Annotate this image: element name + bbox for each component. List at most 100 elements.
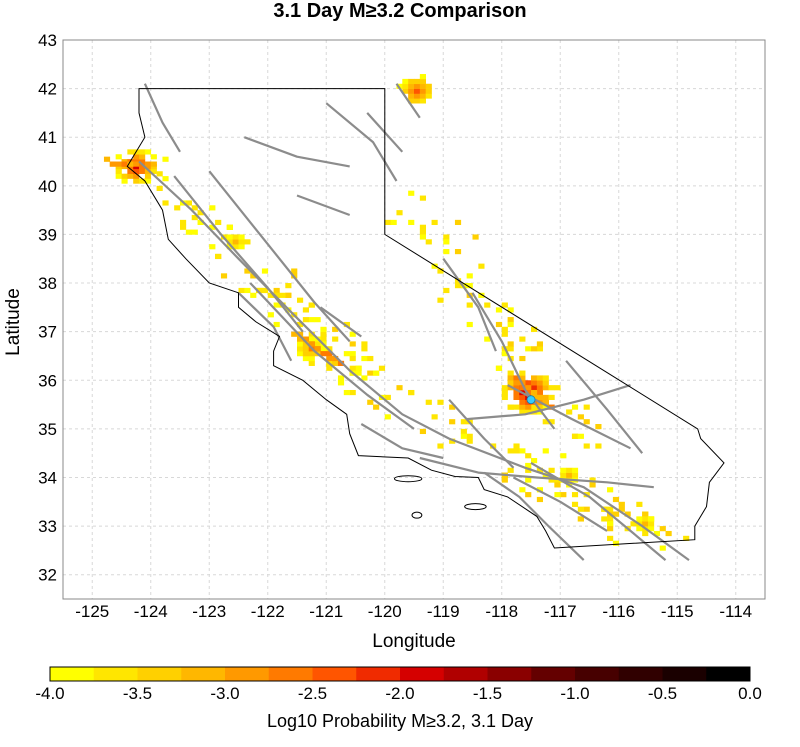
probability-cell <box>548 385 555 391</box>
fault-line <box>319 306 362 338</box>
probability-cell <box>133 154 140 160</box>
colorbar-swatch <box>93 667 138 681</box>
colorbar-label: Log10 Probability M≥3.2, 3.1 Day <box>267 711 533 731</box>
probability-cell <box>326 351 333 357</box>
probability-cell <box>215 219 222 226</box>
probability-cell <box>525 492 532 498</box>
fault-line <box>483 471 585 561</box>
probability-cell <box>607 506 614 512</box>
probability-cell <box>636 501 643 507</box>
probability-cell <box>566 472 573 478</box>
probability-cell <box>302 336 309 342</box>
probability-cell <box>419 224 426 230</box>
plot-frame <box>62 39 766 600</box>
colorbar-swatch <box>706 667 751 681</box>
probability-cell <box>495 307 503 313</box>
probability-cell <box>554 477 561 483</box>
fault-line <box>208 170 351 343</box>
probability-cell <box>127 161 134 167</box>
probability-cell <box>378 365 386 371</box>
probability-cell <box>232 234 239 240</box>
probability-cell <box>320 346 327 352</box>
probability-cell <box>419 88 426 94</box>
probability-cell <box>566 467 573 473</box>
probability-cell <box>273 292 280 298</box>
probability-cell <box>291 268 298 274</box>
probability-cell <box>191 214 198 221</box>
probability-cell <box>144 168 152 174</box>
colorbar-tick-label: -0.5 <box>648 684 677 703</box>
probability-cell <box>536 341 543 347</box>
probability-cell <box>595 443 602 449</box>
x-tick-label: -118 <box>485 602 518 621</box>
probability-cell <box>501 477 508 483</box>
probability-cell <box>659 526 666 532</box>
probability-cell <box>566 409 573 415</box>
fault-line <box>143 83 181 153</box>
fault-line <box>565 360 644 454</box>
probability-cell <box>542 394 549 401</box>
probability-cell <box>396 385 403 391</box>
probability-cell <box>127 173 134 179</box>
grid-lines <box>63 39 765 599</box>
probability-cell <box>197 219 204 226</box>
probability-cell <box>238 287 245 294</box>
probability-cell <box>139 178 146 184</box>
probability-cell <box>414 83 421 89</box>
probability-cell <box>536 404 543 410</box>
colorbar-tick-label: -1.5 <box>473 684 502 703</box>
probability-cell <box>525 453 532 459</box>
probability-cell <box>501 326 508 332</box>
fault-line <box>471 292 556 430</box>
colorbar-tick-label: -4.0 <box>35 684 64 703</box>
probability-cell <box>414 78 421 85</box>
y-tick-label: 43 <box>38 31 57 50</box>
probability-cell <box>525 467 532 473</box>
x-tick-label: -115 <box>661 602 694 621</box>
probability-cell <box>320 331 327 337</box>
probability-cell <box>577 516 584 522</box>
probability-cell <box>519 370 526 376</box>
fault-line <box>419 456 654 489</box>
probability-cell <box>226 244 233 250</box>
probability-cell <box>121 161 128 167</box>
probability-cell <box>648 526 655 532</box>
probability-cell <box>349 351 356 357</box>
probability-cell <box>326 365 333 371</box>
probability-cell <box>133 168 140 174</box>
probability-cell <box>297 297 304 303</box>
probability-cell <box>349 389 356 396</box>
probability-cell <box>519 409 526 415</box>
colorbar-tick-label: -3.0 <box>210 684 239 703</box>
california-outline <box>126 88 725 549</box>
probability-cell <box>437 399 444 405</box>
probability-cell <box>133 173 140 179</box>
probability-cell <box>431 414 438 420</box>
probability-cell <box>273 287 280 294</box>
probability-cell <box>209 205 216 211</box>
probability-cell <box>156 185 163 191</box>
probability-cell <box>513 380 520 386</box>
probability-cell <box>133 161 140 167</box>
probability-cell <box>361 346 368 352</box>
probability-cell <box>419 83 426 89</box>
probability-cell <box>548 419 555 425</box>
probability-cell <box>601 516 608 522</box>
probability-cell <box>542 375 549 381</box>
probability-cell <box>454 219 462 226</box>
probability-cell <box>127 149 134 155</box>
probability-cell <box>308 360 315 366</box>
probability-cell <box>560 472 567 478</box>
probability-cell <box>577 414 584 420</box>
probability-cell <box>384 219 391 226</box>
probability-cell <box>425 399 432 405</box>
probability-cell <box>437 443 444 449</box>
probability-cell <box>285 283 292 289</box>
probability-cell <box>583 404 590 410</box>
probability-cell <box>618 506 625 512</box>
probability-cell <box>308 341 315 347</box>
fault-line <box>395 83 421 119</box>
y-tick-label: 41 <box>38 128 57 147</box>
probability-cell <box>419 428 426 435</box>
probability-cell <box>519 399 526 405</box>
